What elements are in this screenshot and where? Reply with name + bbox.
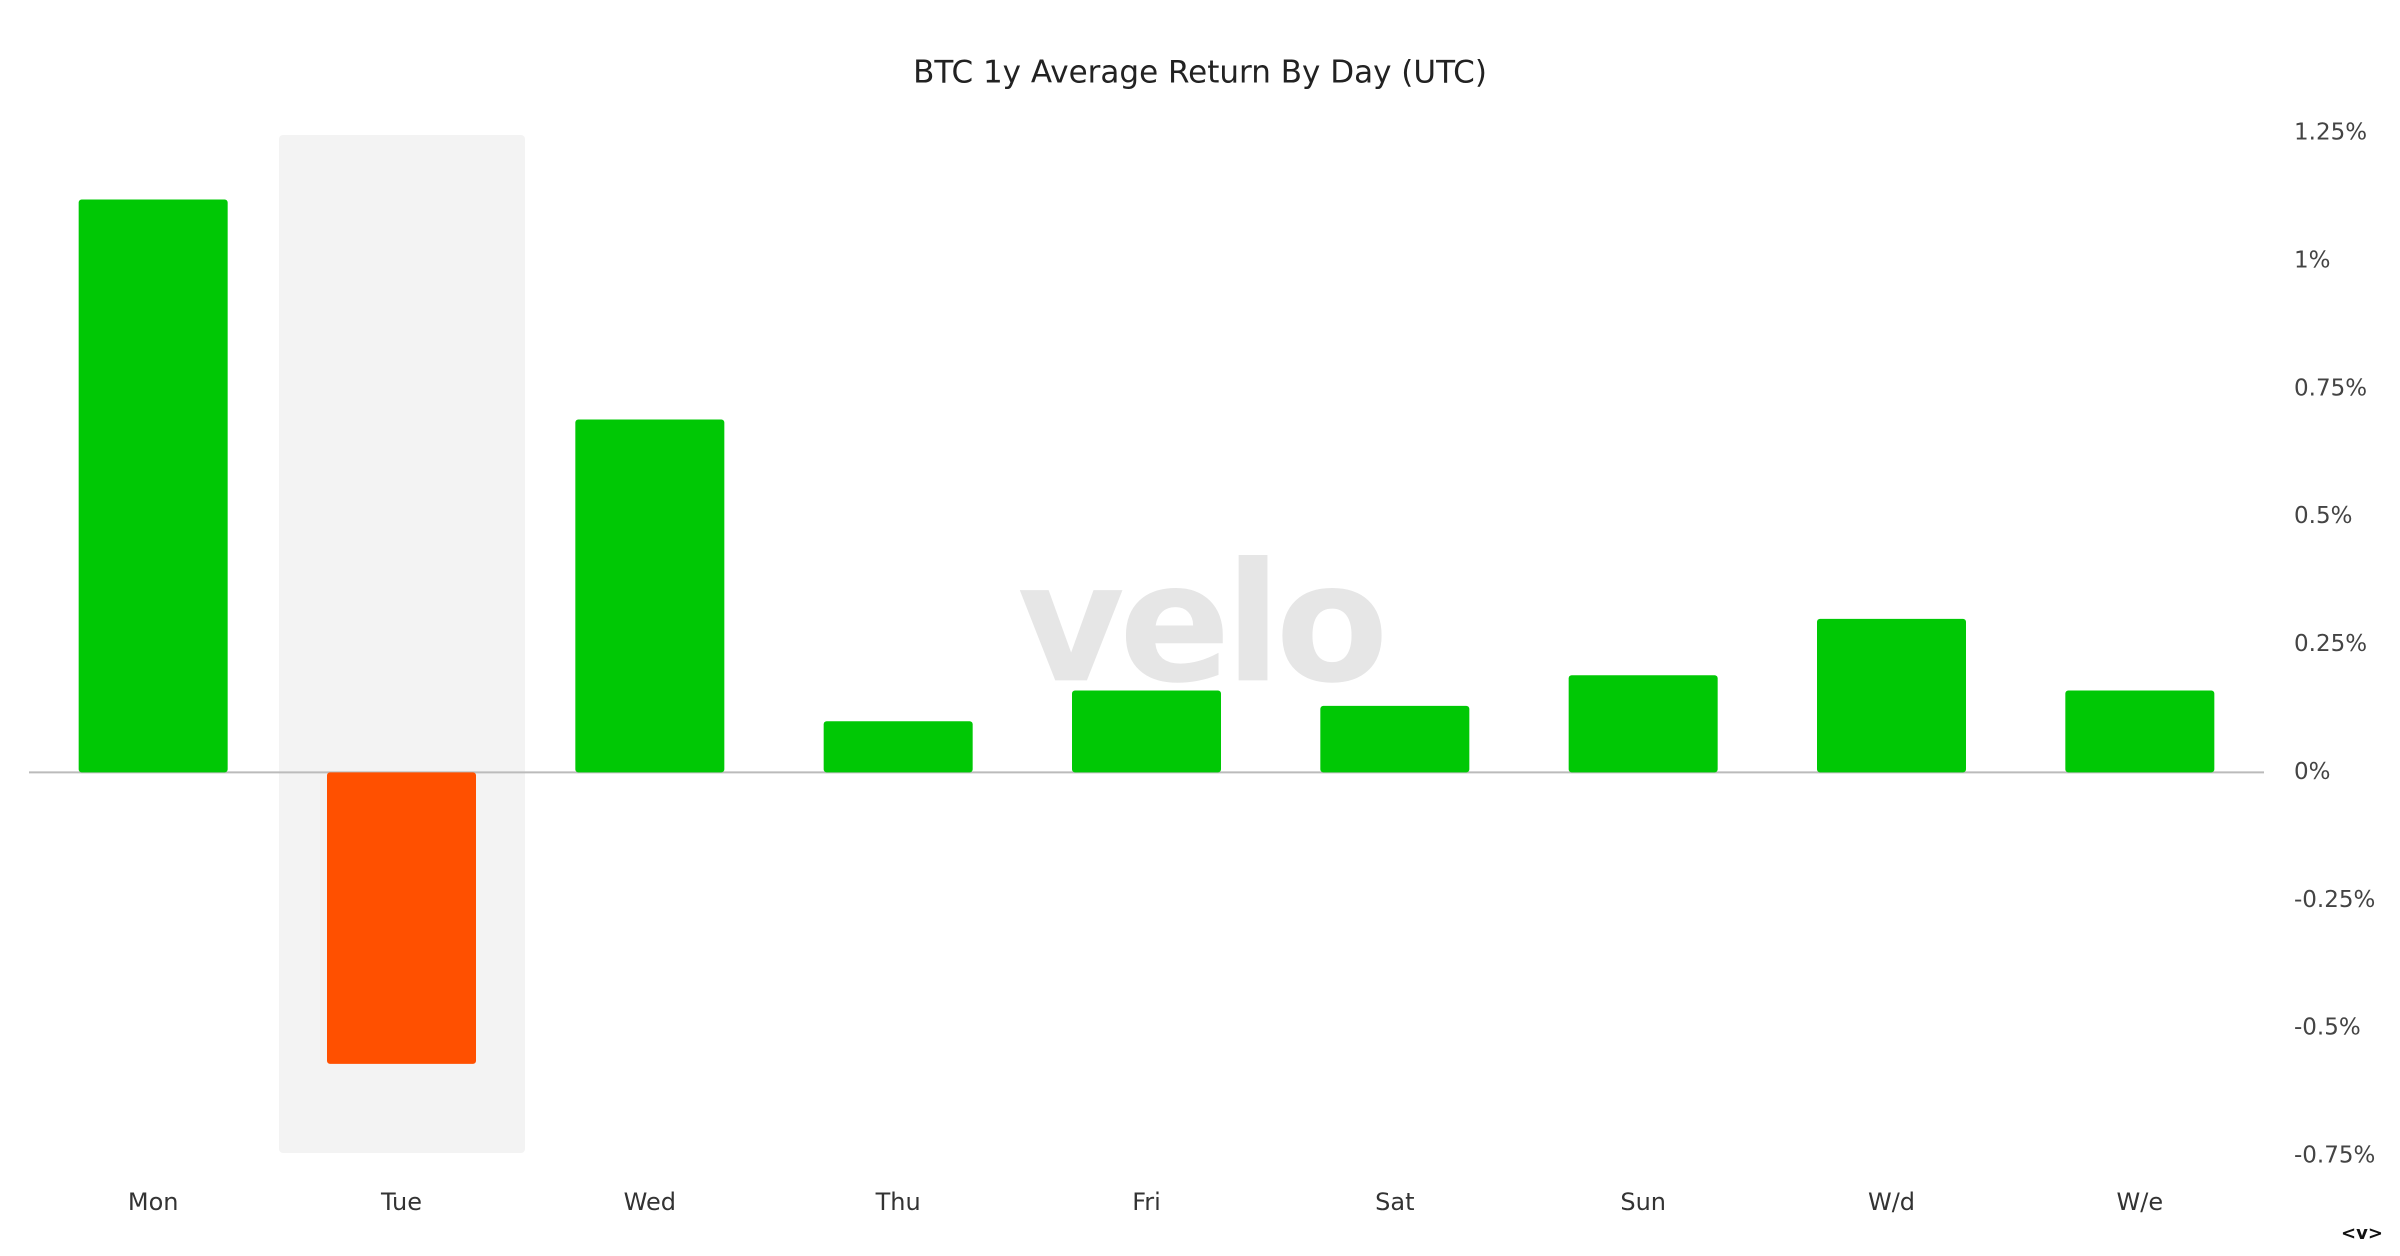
bar (2065, 690, 2215, 773)
y-tick-label: 0% (2294, 759, 2331, 785)
watermark: velo (1017, 527, 1382, 719)
bar (1817, 618, 1966, 773)
y-tick-label: -0.25% (2294, 887, 2375, 913)
y-tick-label: 1% (2294, 247, 2331, 273)
y-tick-label: 0.25% (2294, 631, 2367, 657)
x-tick-label: Fri (1132, 1188, 1161, 1216)
y-tick-label: -0.5% (2294, 1015, 2361, 1041)
y-tick-label: 0.75% (2294, 375, 2367, 401)
x-tick-label: Mon (128, 1188, 179, 1216)
bar (1320, 705, 1470, 773)
x-tick-label: Sun (1620, 1188, 1666, 1216)
x-tick-label: Wed (624, 1188, 676, 1216)
y-tick-label: 1.25% (2294, 120, 2367, 146)
bar (1072, 690, 1221, 773)
bar (575, 419, 725, 773)
y-tick-label: -0.75% (2294, 1143, 2375, 1169)
chart-title: BTC 1y Average Return By Day (UTC) (913, 55, 1487, 91)
bar (78, 199, 228, 773)
x-tick-label: W/e (2117, 1188, 2164, 1216)
corner-mark[interactable]: <v> (2341, 1223, 2383, 1244)
x-tick-label: W/d (1868, 1188, 1915, 1216)
bar (1568, 675, 1718, 773)
bar (327, 772, 476, 1064)
x-tick-label: Sat (1375, 1188, 1414, 1216)
x-tick-label: Tue (380, 1188, 422, 1216)
y-tick-label: 0.5% (2294, 503, 2352, 529)
x-tick-label: Thu (875, 1188, 921, 1216)
bar (823, 721, 973, 773)
